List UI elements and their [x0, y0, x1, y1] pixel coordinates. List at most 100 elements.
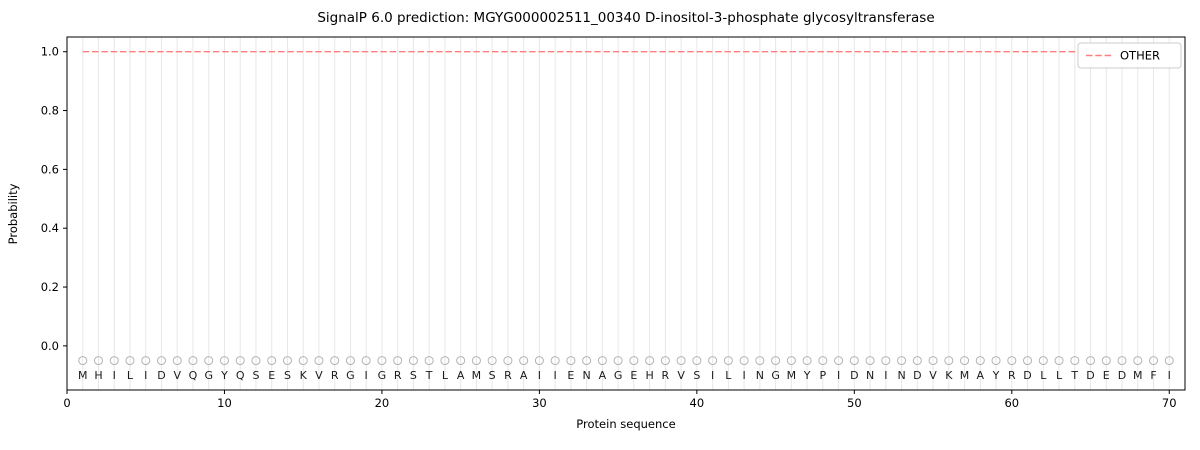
residue-letter: H: [94, 369, 102, 382]
residue-letter: P: [820, 369, 827, 382]
residue-marker: [314, 356, 324, 366]
residue-letter: K: [300, 369, 308, 382]
residue-letter: I: [711, 369, 714, 382]
x-tick-label: 10: [217, 396, 232, 410]
residue-letter: T: [425, 369, 433, 382]
y-tick-label: 0.4: [41, 221, 59, 235]
axes: 0.0 0.2 0.4 0.6 0.8 1.0 0 10 20 30 40 50 60 70: [41, 36, 1186, 410]
residue-marker: [723, 356, 733, 366]
residue-letter: L: [442, 369, 449, 382]
residue-marker: [1007, 356, 1017, 366]
residue-letter: S: [489, 369, 496, 382]
x-tick-label: 50: [847, 396, 862, 410]
residue-marker: [975, 356, 985, 366]
residue-marker: [487, 356, 497, 366]
chart-title: SignalP 6.0 prediction: MGYG000002511_00…: [317, 10, 934, 26]
residue-marker: [93, 356, 103, 366]
residue-marker: [1054, 356, 1064, 366]
residue-marker: [1023, 356, 1033, 366]
residue-marker: [802, 356, 812, 366]
residue-marker: [613, 356, 623, 366]
residue-letter: E: [630, 369, 637, 382]
gridlines: [82, 37, 1170, 390]
residue-marker: [345, 356, 355, 366]
residue-marker: [503, 356, 513, 366]
residue-letter: M: [960, 369, 970, 382]
residue-marker: [818, 356, 828, 366]
residue-marker: [676, 356, 686, 366]
y-axis-label: Probability: [6, 183, 20, 244]
residue-marker: [1117, 356, 1127, 366]
residue-letter: M: [1133, 369, 1143, 382]
residue-marker: [739, 356, 749, 366]
x-tick-label: 70: [1162, 396, 1177, 410]
residue-letter: L: [1056, 369, 1063, 382]
residue-letter: I: [884, 369, 887, 382]
residue-letter: D: [1118, 369, 1126, 382]
residue-letter: H: [645, 369, 653, 382]
plot-border: [66, 36, 1186, 391]
residue-marker: [424, 356, 434, 366]
legend-other-label: OTHER: [1120, 49, 1160, 63]
residue-letter: V: [315, 369, 323, 382]
residue-letter: D: [1086, 369, 1094, 382]
residue-marker: [172, 356, 182, 366]
residue-marker: [471, 356, 481, 366]
residue-marker: [897, 356, 907, 366]
residue-letter: V: [677, 369, 685, 382]
residue-marker: [204, 356, 214, 366]
residue-letter: N: [756, 369, 764, 382]
residue-marker: [109, 356, 119, 366]
residue-letter: I: [742, 369, 745, 382]
residue-marker: [1038, 356, 1048, 366]
legend: OTHER: [1077, 42, 1182, 69]
residue-letter: I: [113, 369, 116, 382]
x-tick-label: 30: [532, 396, 547, 410]
residue-marker: [219, 356, 229, 366]
x-tick-label: 20: [375, 396, 390, 410]
residue-marker: [597, 356, 607, 366]
residue-marker: [834, 356, 844, 366]
x-tick-label: 0: [63, 396, 70, 410]
residue-marker: [78, 356, 88, 366]
residue-marker: [944, 356, 954, 366]
x-tick-label: 40: [690, 396, 705, 410]
residue-letter: A: [977, 369, 985, 382]
residue-letter: R: [662, 369, 670, 382]
residue-letter: R: [394, 369, 402, 382]
residue-marker: [692, 356, 702, 366]
residue-letter: I: [538, 369, 541, 382]
y-tick-label: 0.6: [41, 162, 59, 176]
residue-letter: L: [1040, 369, 1047, 382]
legend-box: [1077, 42, 1182, 69]
residue-letter: G: [378, 369, 387, 382]
residue-marker: [267, 356, 277, 366]
residue-marker: [1149, 356, 1159, 366]
y-tick-label: 0.2: [41, 280, 59, 294]
residue-marker: [1086, 356, 1096, 366]
residue-marker: [519, 356, 529, 366]
residue-marker: [629, 356, 639, 366]
y-tick-label: 0.8: [41, 104, 59, 118]
residue-marker: [361, 356, 371, 366]
residue-letter: S: [410, 369, 417, 382]
residue-marker: [1164, 356, 1174, 366]
residue-marker: [282, 356, 292, 366]
residue-letter: L: [725, 369, 732, 382]
residue-letter: S: [252, 369, 259, 382]
residue-letter: D: [850, 369, 858, 382]
residue-letter: D: [913, 369, 921, 382]
residue-letter: T: [1070, 369, 1078, 382]
residue-marker: [960, 356, 970, 366]
residue-marker: [156, 356, 166, 366]
residue-marker: [865, 356, 875, 366]
residue-letter: Q: [236, 369, 245, 382]
residue-marker: [141, 356, 151, 366]
residue-letter: R: [331, 369, 339, 382]
residue-letter: V: [173, 369, 181, 382]
residue-letter: V: [929, 369, 937, 382]
residue-marker: [393, 356, 403, 366]
